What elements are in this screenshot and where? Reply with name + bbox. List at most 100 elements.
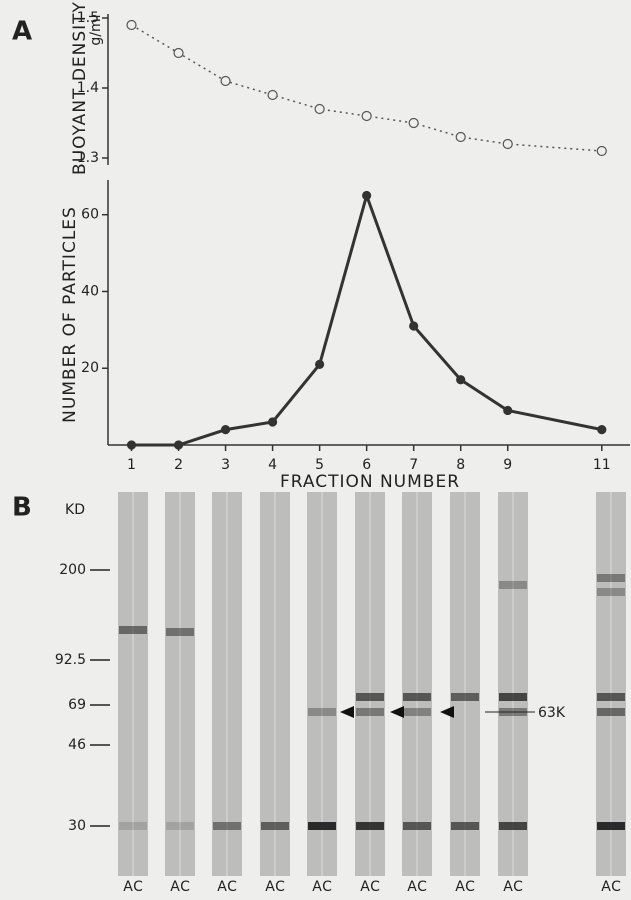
lane-label: C [227,879,237,895]
data-point [597,425,607,435]
y-axis-label: NUMBER OF PARTICLES [60,206,80,423]
data-point [267,417,278,427]
arrow [390,706,404,718]
gel-band [597,822,625,830]
gel-band [166,822,194,830]
data-point [361,110,372,122]
band-label: 63K [538,705,566,721]
data-point [220,425,231,435]
y-unit: g/ml [88,14,104,45]
gel-band [308,708,336,716]
gel-band [597,574,625,582]
data-point [173,47,184,59]
marker-label: 69 [68,697,86,713]
lane-label: C [133,879,143,895]
x-tick-label: 6 [362,457,371,473]
y-tick-label: 40 [81,283,99,299]
gel-band [403,693,431,701]
gel-band [403,822,431,830]
lane-label: C [465,879,475,895]
gel-band [356,708,384,716]
lane-label: A [360,879,370,895]
y-tick-label: 60 [81,207,99,223]
gel-band [403,708,431,716]
panel-label: B [12,493,32,523]
data-line [131,24,602,152]
arrow [440,706,454,718]
x-axis-label: FRACTION NUMBER [280,472,460,492]
data-point [220,75,231,87]
data-point [315,359,325,369]
lane-label: A [170,879,180,895]
lane-label: A [407,879,417,895]
x-tick-label: 9 [503,457,512,473]
data-line [131,190,603,447]
gel-unit: KD [65,502,85,518]
marker-label: 92.5 [55,652,86,668]
lane-label: A [601,879,611,895]
y-tick-label: 1.4 [77,80,99,96]
arrow [340,706,354,718]
data-point [126,440,137,450]
lane-label: C [322,879,332,895]
data-point [502,138,513,150]
gel-band [119,822,147,830]
x-tick-label: 4 [268,457,277,473]
lane-label: A [312,879,322,895]
gel-band [499,581,527,589]
x-tick-label: 5 [315,457,324,473]
gel-band [166,628,194,636]
gel-band [356,693,384,701]
y-tick-label: 1.5 [77,10,99,26]
gel-band [451,822,479,830]
y-tick-label: 20 [81,360,99,376]
gel-band [597,708,625,716]
gel-band [356,822,384,830]
x-tick-label: 11 [593,457,611,473]
gel-band [597,588,625,596]
data-point [409,321,419,331]
x-tick-label: 1 [127,457,136,473]
data-point [362,190,372,201]
gel-band [597,693,625,701]
marker-label: 200 [59,562,86,578]
lane-label: C [611,879,621,895]
data-point [503,405,513,416]
lane-label: A [503,879,513,895]
lane-label: C [417,879,427,895]
lane-label: C [370,879,380,895]
x-tick-label: 2 [174,457,183,473]
data-point [596,145,607,157]
gel-band [308,822,336,830]
x-tick-label: 8 [456,457,465,473]
x-tick-label: 7 [409,457,418,473]
data-point [456,375,466,385]
data-point [408,117,419,129]
gel-band [261,822,289,830]
gel-band [213,822,241,830]
x-tick-label: 3 [221,457,230,473]
lane-label: C [180,879,190,895]
lane-label: C [275,879,285,895]
marker-label: 46 [68,737,86,753]
y-tick-label: 1.3 [77,150,99,166]
lane-label: A [455,879,465,895]
marker-label: 30 [68,818,86,834]
data-point [126,19,137,31]
gel-band [499,693,527,701]
lane-label: A [217,879,227,895]
panel-label: A [12,17,32,47]
gel-band [451,693,479,701]
data-point [267,89,278,101]
data-point [314,103,325,115]
lane-label: C [513,879,523,895]
gel-band [119,626,147,634]
data-point [173,440,184,450]
lane-label: A [265,879,275,895]
y-axis-label: BUOYANT DENSITY [70,1,90,175]
data-point [455,131,466,143]
lane-label: A [123,879,133,895]
gel-band [499,822,527,830]
